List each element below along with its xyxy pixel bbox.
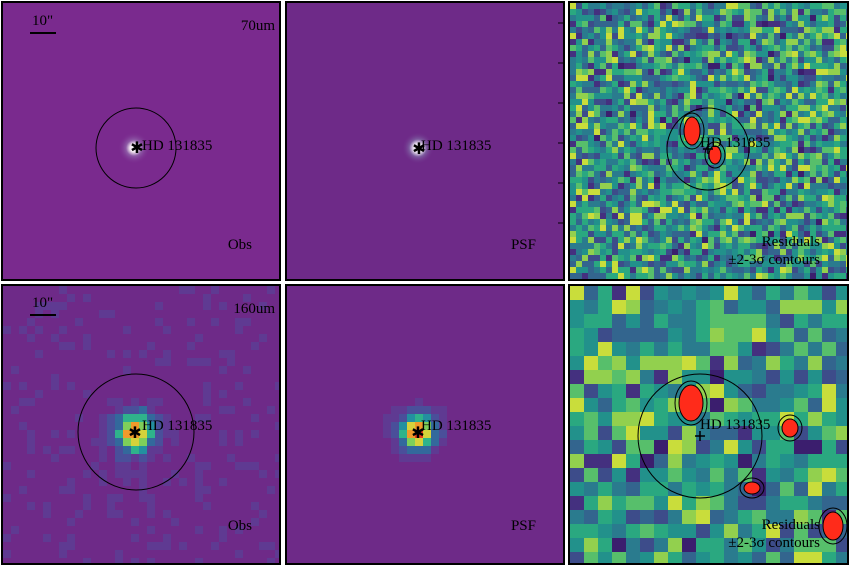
scale-bar-label: 10"	[32, 13, 54, 29]
psf-image-160: ✱	[287, 286, 563, 563]
star-marker-icon: ✱	[411, 423, 424, 442]
panel-label: Obs	[227, 518, 252, 534]
target-label: HD 131835	[421, 138, 492, 154]
panel-160um-residual: HD 131835 Residuals ±2-3σ contours	[568, 284, 849, 565]
contour-label: ±2-3σ contours	[728, 252, 820, 268]
star-marker-icon: ✱	[130, 138, 143, 157]
target-label: HD 131835	[421, 418, 492, 434]
panel-label: PSF	[510, 518, 536, 534]
scale-bar	[30, 32, 56, 34]
residual-label: Residuals	[761, 517, 820, 533]
panel-70um-obs: ✱ 10" 70um HD 131835 Obs	[1, 1, 281, 281]
obs-image-70: ✱	[3, 3, 279, 279]
star-marker-icon: ✱	[128, 423, 141, 442]
target-label: HD 131835	[142, 418, 213, 434]
star-marker-icon: ✱	[412, 139, 425, 158]
residual-image-160	[570, 286, 847, 563]
panel-label: PSF	[510, 237, 536, 253]
target-label: HD 131835	[700, 135, 771, 151]
scale-bar	[30, 314, 56, 316]
residual-image-70	[570, 3, 847, 279]
target-label: HD 131835	[700, 417, 771, 433]
psf-image-70: ✱	[287, 3, 563, 279]
scale-bar-label: 10"	[32, 295, 54, 311]
target-label: HD 131835	[142, 138, 213, 154]
contour-label: ±2-3σ contours	[728, 535, 820, 551]
panel-160um-psf: ✱ HD 131835 PSF	[285, 284, 565, 565]
panel-160um-obs: ✱ 10" 160um HD 131835 Obs	[1, 284, 281, 565]
panel-70um-psf: ✱ HD 131835 PSF	[285, 1, 565, 281]
aperture-circle-icon	[95, 107, 177, 189]
obs-image-160: ✱	[3, 286, 279, 563]
panel-70um-residual: HD 131835 Residuals ±2-3σ contours	[568, 1, 849, 281]
band-label: 160um	[233, 301, 275, 317]
band-label: 70um	[240, 18, 275, 34]
panel-label: Obs	[227, 237, 252, 253]
residual-label: Residuals	[761, 234, 820, 250]
